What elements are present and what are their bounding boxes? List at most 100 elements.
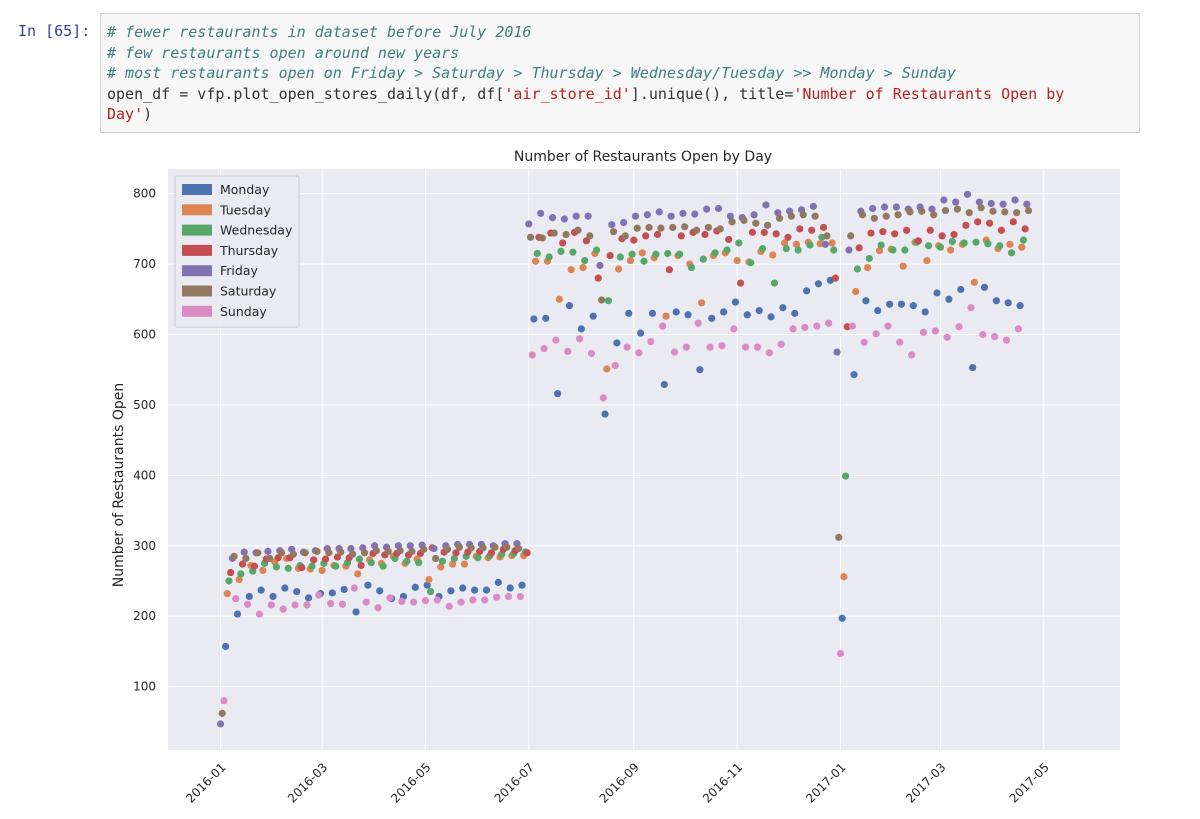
data-point [941,206,950,215]
data-point [669,223,677,232]
data-point [1019,236,1028,244]
data-point [936,243,945,251]
data-point [318,566,326,575]
data-point [438,557,447,565]
data-point [659,322,667,330]
data-point [755,306,763,315]
data-point [965,209,973,217]
data-point [293,587,301,596]
code-text: ].unique(), title= [630,84,794,103]
data-point [589,312,597,320]
data-point [259,566,267,575]
data-point [762,201,770,209]
data-point [1014,325,1022,333]
y-axis-label: Number of Restaurants Open [111,383,127,587]
data-point [301,549,309,557]
data-point [238,560,247,568]
data-point [352,608,360,616]
data-point [493,593,501,601]
data-point [891,230,899,238]
data-point [752,219,760,227]
legend-swatch [182,285,212,297]
data-point [682,343,690,351]
data-point [240,548,248,556]
data-point [459,584,467,592]
x-tick-label: 2017-05 [1007,760,1052,805]
data-point [645,223,653,232]
data-point [599,394,607,402]
data-point [372,547,380,555]
data-point [611,361,619,370]
data-point [642,232,650,240]
data-point [660,380,668,389]
data-point [733,256,741,265]
data-point [723,246,731,254]
y-tick-label: 100 [133,680,156,694]
y-tick-label: 700 [133,257,156,271]
data-point [677,232,685,240]
data-point [972,238,980,246]
code-cell[interactable]: # fewer restaurants in dataset before Ju… [100,13,1140,133]
code-block[interactable]: # fewer restaurants in dataset before Ju… [107,22,1133,125]
data-point [379,562,387,570]
data-point [696,366,704,374]
data-point [770,279,779,287]
data-point [560,215,568,223]
data-point [926,226,934,234]
data-point [662,312,670,320]
data-point [586,232,594,240]
data-point [977,204,985,212]
data-point [726,212,734,220]
data-point [565,302,574,310]
data-point [576,335,584,343]
data-point [897,300,906,308]
data-point [242,554,250,563]
data-point [747,259,755,267]
data-point [831,274,840,282]
data-point [376,587,384,595]
data-point [325,549,333,557]
data-point [652,250,660,258]
data-point [953,205,961,213]
data-point [552,336,560,344]
data-point [1002,336,1011,344]
data-point [232,594,240,603]
data-point [350,584,358,592]
data-point [364,581,372,589]
data-point [952,198,960,206]
data-point [557,247,565,255]
data-point [538,234,546,242]
data-point [572,212,580,220]
data-point [1016,302,1024,310]
data-point [354,570,362,578]
data-point [748,228,757,236]
data-point [362,598,370,606]
data-point [862,297,870,305]
data-point [960,239,968,247]
data-point [852,287,860,296]
data-point [621,232,629,240]
data-point [574,226,582,234]
data-point [235,575,243,584]
data-point [537,209,545,217]
data-point [277,549,286,557]
data-point [443,545,452,553]
data-point [945,295,953,303]
data-point [853,265,862,273]
data-point [227,568,235,577]
data-point [799,211,807,219]
x-tick-label: 2016-03 [285,760,330,805]
data-point [740,216,748,225]
data-point [415,559,423,567]
code-text: ) [143,105,153,123]
data-point [457,598,465,606]
data-point [332,562,340,570]
data-point [735,239,743,247]
code-comment: # most restaurants open on Friday > Satu… [107,64,956,82]
data-point [386,594,394,602]
data-point [487,549,496,557]
data-point [948,237,956,246]
data-point [838,614,846,622]
y-tick-label: 600 [133,327,156,341]
data-point [411,583,419,591]
